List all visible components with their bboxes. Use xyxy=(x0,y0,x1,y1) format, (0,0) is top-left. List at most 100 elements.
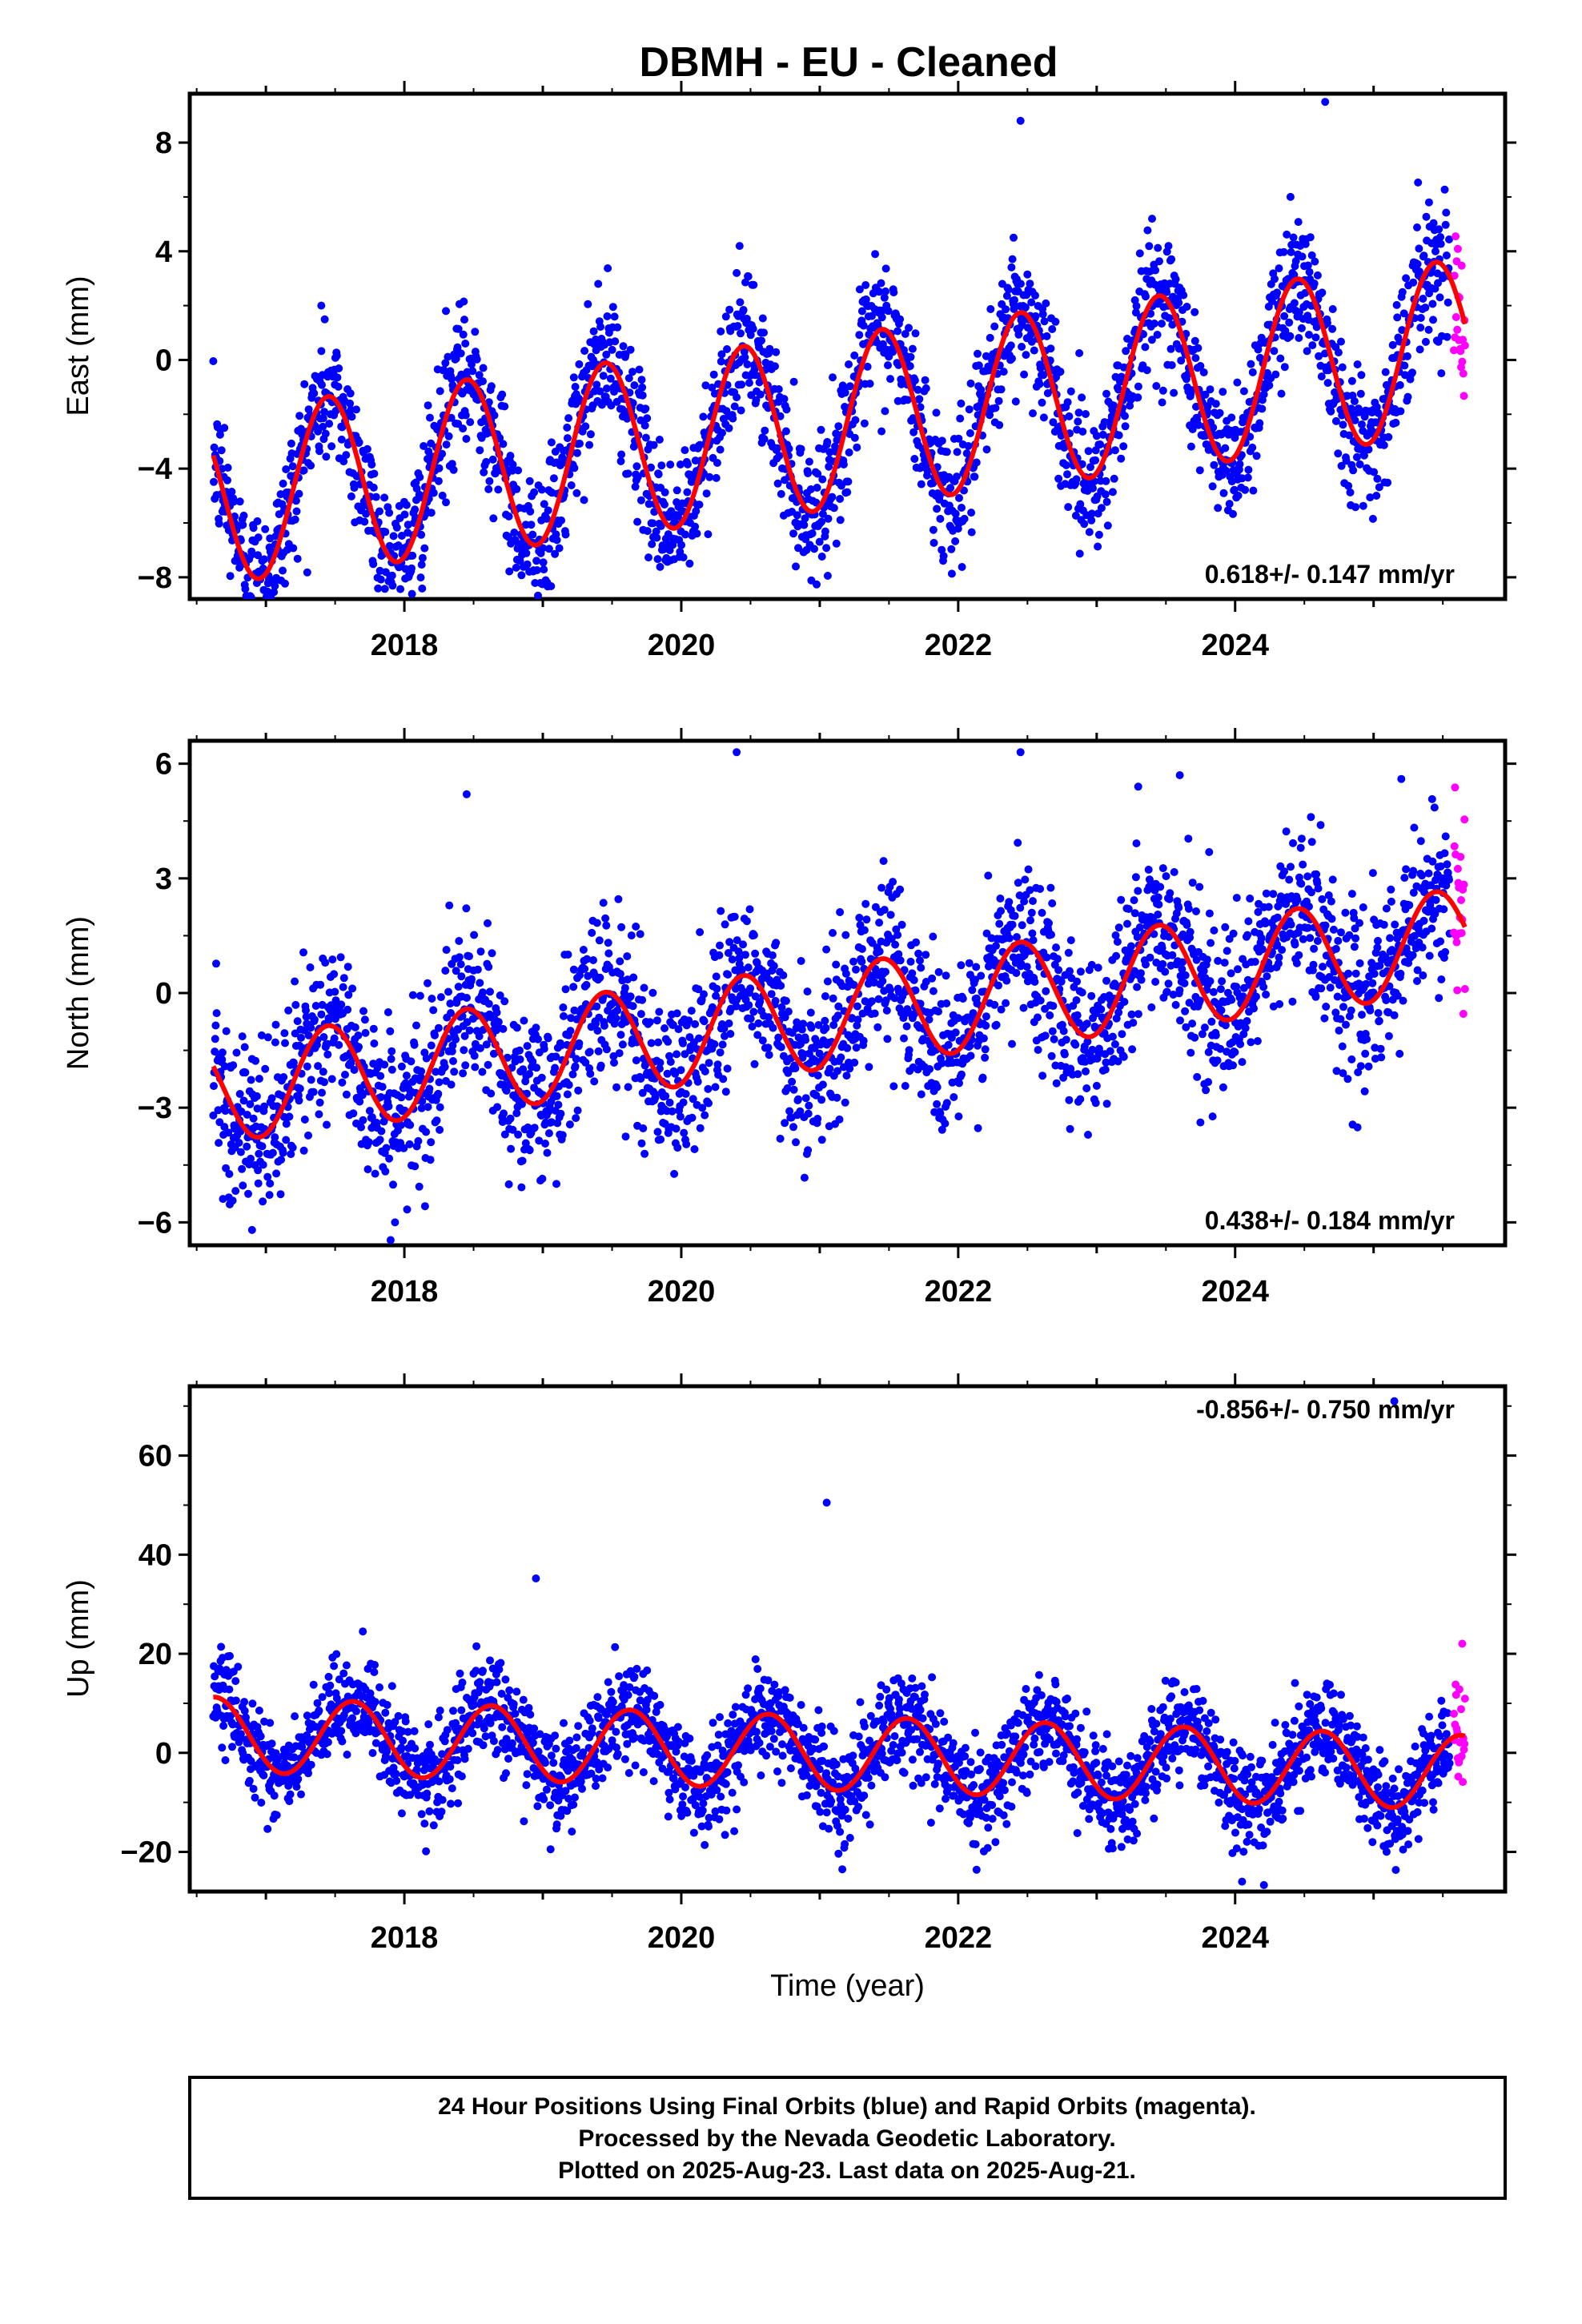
data-point xyxy=(575,360,584,368)
data-point xyxy=(1235,460,1244,468)
data-point xyxy=(792,562,800,571)
data-point xyxy=(457,972,466,981)
data-point xyxy=(1123,919,1131,928)
data-point xyxy=(718,428,726,437)
data-point xyxy=(788,1077,797,1086)
data-point xyxy=(877,313,886,322)
data-point xyxy=(897,920,906,929)
data-point xyxy=(746,331,755,340)
data-point xyxy=(406,1120,415,1129)
data-point xyxy=(210,443,219,452)
data-point xyxy=(584,971,592,980)
data-point xyxy=(739,940,747,949)
data-point xyxy=(500,1130,509,1139)
data-point xyxy=(490,411,499,420)
data-point xyxy=(1252,992,1260,1001)
data-point xyxy=(534,591,542,599)
data-point xyxy=(712,972,721,981)
data-point xyxy=(684,460,692,468)
rapid-point xyxy=(1456,347,1465,356)
data-point xyxy=(721,312,730,321)
data-point xyxy=(1118,1030,1126,1039)
data-point xyxy=(307,1023,315,1032)
data-point xyxy=(750,1059,759,1068)
data-point xyxy=(504,533,512,541)
data-point xyxy=(713,1060,722,1069)
data-point xyxy=(452,967,460,975)
data-point xyxy=(1130,909,1139,918)
data-point xyxy=(832,960,841,969)
data-point xyxy=(1191,1033,1199,1042)
data-point xyxy=(741,951,749,959)
data-point xyxy=(745,905,754,914)
data-point xyxy=(1073,977,1082,986)
data-point xyxy=(1273,940,1282,949)
data-point xyxy=(551,549,560,558)
data-point xyxy=(564,1080,573,1089)
data-point xyxy=(310,1015,319,1024)
data-point xyxy=(543,1148,552,1157)
data-point xyxy=(514,1130,523,1139)
data-point xyxy=(654,1038,663,1047)
data-point xyxy=(352,405,360,414)
data-point xyxy=(771,996,780,1005)
data-point xyxy=(1110,446,1119,455)
data-point xyxy=(966,379,975,388)
data-point xyxy=(532,566,541,574)
data-point xyxy=(737,965,746,974)
data-point xyxy=(779,971,788,979)
rapid-point xyxy=(1453,244,1462,253)
data-point xyxy=(484,485,493,493)
data-point xyxy=(514,466,523,475)
data-point xyxy=(921,951,930,959)
data-point xyxy=(947,545,956,553)
data-point xyxy=(378,1083,387,1092)
data-point xyxy=(331,407,340,415)
data-point xyxy=(877,279,885,287)
data-point xyxy=(224,1128,233,1137)
data-point xyxy=(231,1187,240,1196)
data-point xyxy=(475,371,484,380)
data-point xyxy=(459,1069,468,1078)
data-point xyxy=(814,1021,823,1029)
data-point xyxy=(222,1027,231,1035)
data-point xyxy=(769,1023,777,1032)
data-point xyxy=(355,1043,363,1051)
data-point xyxy=(461,1061,470,1070)
data-point xyxy=(1134,887,1142,895)
data-point xyxy=(1063,470,1071,479)
data-point xyxy=(1278,946,1287,955)
data-point xyxy=(580,347,589,356)
data-point xyxy=(210,477,218,486)
data-point xyxy=(996,895,1005,903)
data-point xyxy=(842,1072,851,1080)
data-point xyxy=(420,1202,429,1211)
data-point xyxy=(1064,948,1073,957)
data-point xyxy=(361,1028,370,1037)
data-point xyxy=(330,970,339,979)
data-point xyxy=(446,999,455,1008)
data-point xyxy=(1213,1056,1222,1065)
data-point xyxy=(1246,895,1255,903)
data-point xyxy=(1162,287,1171,296)
data-point xyxy=(1114,1008,1123,1017)
data-point xyxy=(339,983,347,991)
data-point xyxy=(844,477,853,486)
data-point xyxy=(303,1062,311,1071)
data-point xyxy=(447,1080,456,1089)
data-point xyxy=(812,1091,821,1100)
data-point xyxy=(1186,927,1195,936)
data-point xyxy=(344,991,353,999)
data-point xyxy=(247,593,255,599)
data-point xyxy=(1207,1017,1216,1026)
data-point xyxy=(777,489,785,498)
data-point xyxy=(1435,293,1444,302)
data-point xyxy=(1144,866,1153,874)
data-point xyxy=(673,1050,681,1059)
data-point xyxy=(1034,1046,1042,1054)
data-point xyxy=(362,509,371,518)
data-point xyxy=(523,1042,532,1051)
data-point xyxy=(339,974,348,983)
data-point xyxy=(525,476,534,485)
data-point xyxy=(821,1023,830,1032)
